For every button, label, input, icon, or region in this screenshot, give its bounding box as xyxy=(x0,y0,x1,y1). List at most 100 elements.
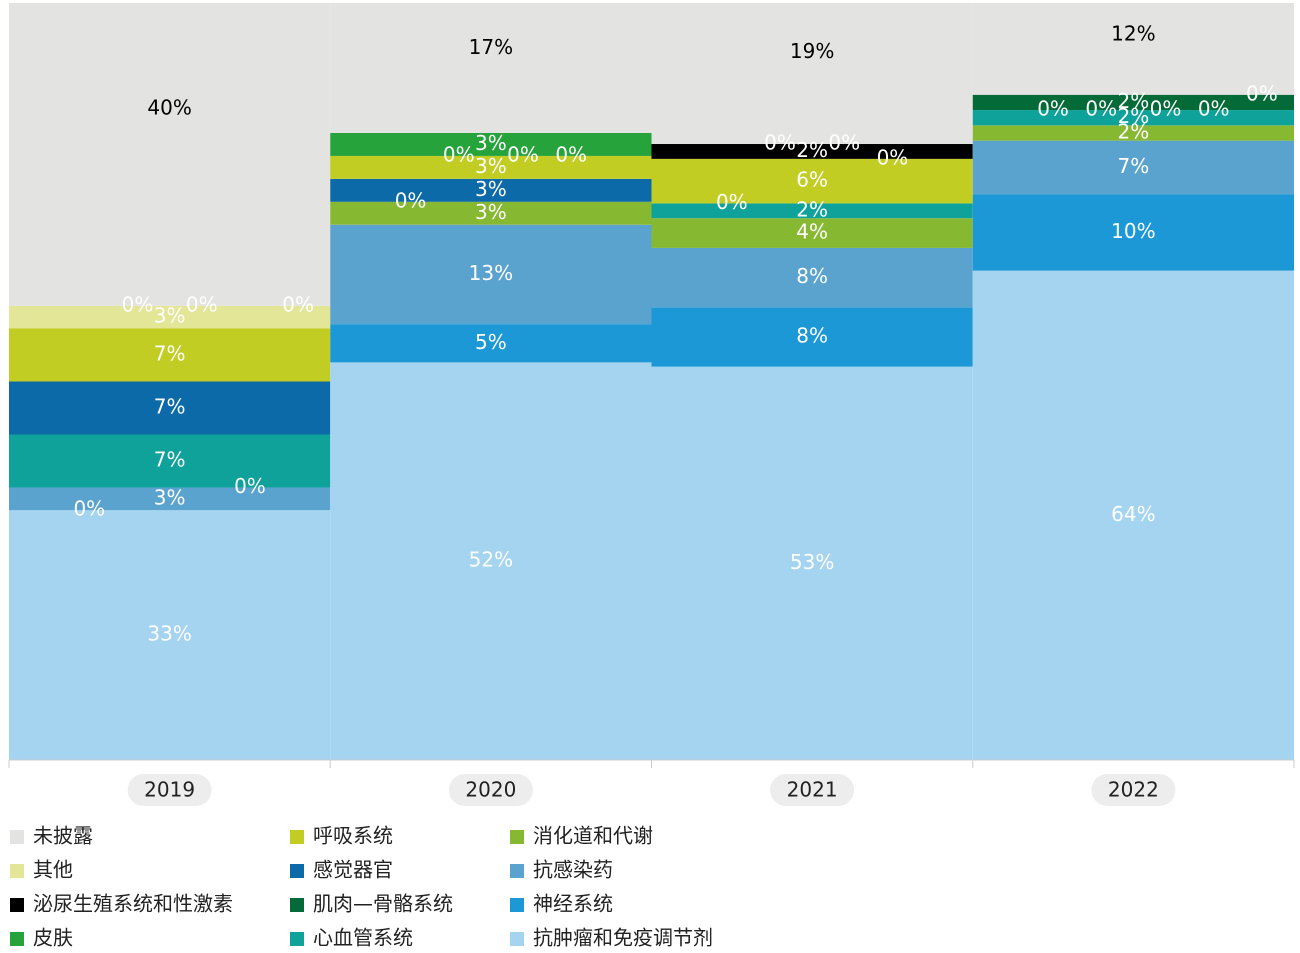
legend-label: 感觉器官 xyxy=(313,858,393,882)
value-label: 2% xyxy=(1118,119,1150,143)
value-label: 0% xyxy=(877,145,909,169)
bar-segment xyxy=(9,3,331,306)
bar-segment xyxy=(330,324,652,363)
x-tick-label: 2021 xyxy=(787,778,838,802)
value-label: 3% xyxy=(154,485,186,509)
bar-segment xyxy=(9,510,331,760)
value-label: 0% xyxy=(507,142,539,166)
value-label: 0% xyxy=(764,131,796,155)
legend-swatch xyxy=(10,932,24,946)
value-label: 13% xyxy=(469,261,513,285)
legend-label: 神经系统 xyxy=(533,892,613,916)
value-label: 0% xyxy=(282,292,314,316)
bar-segment xyxy=(972,94,1294,111)
legend-label: 泌尿生殖系统和性激素 xyxy=(33,892,233,916)
bar-segment xyxy=(651,144,973,159)
legend-swatch xyxy=(10,864,24,878)
legend-label: 抗肿瘤和免疫调节剂 xyxy=(533,926,713,950)
value-label: 0% xyxy=(1198,97,1230,121)
bar-segment xyxy=(651,158,973,204)
value-label: 5% xyxy=(475,330,507,354)
legend-label: 肌肉—骨骼系统 xyxy=(313,892,453,916)
legend-label: 皮肤 xyxy=(33,926,73,950)
legend-label: 消化道和代谢 xyxy=(533,824,653,848)
value-label: 2% xyxy=(796,197,828,221)
value-label: 2% xyxy=(796,138,828,162)
bar-segment xyxy=(972,270,1294,760)
category-pill xyxy=(448,774,533,806)
x-tick-label: 2019 xyxy=(144,778,195,802)
value-label: 19% xyxy=(790,39,834,63)
legend-swatch xyxy=(290,864,304,878)
legend-swatch xyxy=(290,932,304,946)
bar-segment xyxy=(9,328,331,382)
legend-swatch xyxy=(510,932,524,946)
bar-segment xyxy=(9,305,331,329)
value-label: 0% xyxy=(234,474,266,498)
value-label: 7% xyxy=(154,447,186,471)
bar-segment xyxy=(972,194,1294,271)
bar-segment xyxy=(330,3,652,133)
x-tick-label: 2022 xyxy=(1108,778,1159,802)
value-label: 10% xyxy=(1111,219,1155,243)
legend-swatch xyxy=(510,898,524,912)
value-label: 0% xyxy=(1037,97,1069,121)
value-label: 0% xyxy=(1085,97,1117,121)
value-label: 0% xyxy=(1150,97,1182,121)
value-label: 2% xyxy=(1118,89,1150,113)
legend-swatch xyxy=(290,830,304,844)
bar-segment xyxy=(9,487,331,511)
value-label: 8% xyxy=(796,264,828,288)
bar-segment xyxy=(330,201,652,225)
value-label: 0% xyxy=(555,142,587,166)
value-label: 0% xyxy=(1246,81,1278,105)
bar-segment xyxy=(972,125,1294,141)
bar-segment xyxy=(651,366,973,760)
value-label: 0% xyxy=(716,190,748,214)
value-label: 12% xyxy=(1111,22,1155,46)
category-pill xyxy=(1091,774,1176,806)
value-label: 0% xyxy=(828,131,860,155)
bar-segment xyxy=(330,155,652,179)
value-label: 3% xyxy=(475,131,507,155)
value-label: 40% xyxy=(147,95,191,119)
value-label: 0% xyxy=(395,188,427,212)
category-pill xyxy=(127,774,212,806)
x-tick-label: 2020 xyxy=(465,778,516,802)
bar-segment xyxy=(651,307,973,367)
legend-label: 呼吸系统 xyxy=(313,824,393,848)
legend-label: 心血管系统 xyxy=(313,926,413,950)
bar-segment xyxy=(972,140,1294,195)
bar-segment xyxy=(330,132,652,156)
value-label: 52% xyxy=(469,548,513,572)
value-label: 4% xyxy=(796,220,828,244)
bar-segment xyxy=(330,362,652,760)
value-label: 3% xyxy=(154,304,186,328)
bar-segment xyxy=(9,434,331,488)
value-label: 3% xyxy=(475,154,507,178)
value-label: 0% xyxy=(122,292,154,316)
value-label: 53% xyxy=(790,550,834,574)
value-label: 0% xyxy=(73,497,105,521)
value-label: 3% xyxy=(475,177,507,201)
value-label: 0% xyxy=(443,142,475,166)
value-label: 33% xyxy=(147,622,191,646)
legend-swatch xyxy=(510,830,524,844)
value-label: 7% xyxy=(1118,154,1150,178)
legend-label: 抗感染药 xyxy=(533,858,613,882)
bar-segment xyxy=(651,203,973,219)
bar-segment xyxy=(651,218,973,248)
bar-segment xyxy=(9,381,331,435)
legend-swatch xyxy=(290,898,304,912)
bar-segment xyxy=(330,224,652,325)
bar-segment xyxy=(330,178,652,202)
value-label: 7% xyxy=(154,394,186,418)
legend-swatch xyxy=(510,864,524,878)
value-label: 6% xyxy=(796,168,828,192)
bar-segment xyxy=(972,110,1294,126)
value-label: 17% xyxy=(469,35,513,59)
value-label: 7% xyxy=(154,342,186,366)
bar-segment xyxy=(972,3,1294,95)
legend-label: 未披露 xyxy=(33,824,93,848)
